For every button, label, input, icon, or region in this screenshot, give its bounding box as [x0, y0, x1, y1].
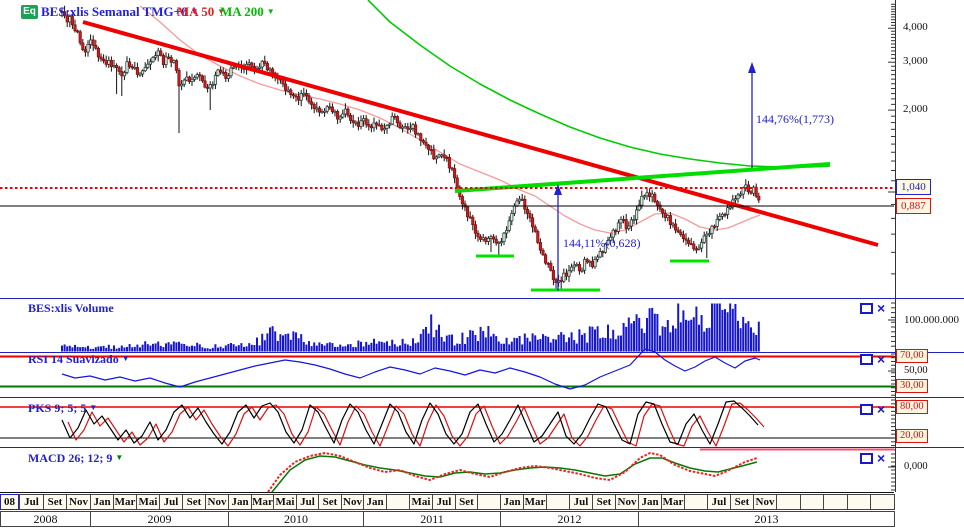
month-cell: Nov	[66, 494, 91, 510]
month-cell: Jan	[90, 494, 114, 510]
year-cell: 2008	[0, 511, 91, 527]
price-tick-3000: 3,000	[903, 55, 928, 67]
month-cell: Mai	[136, 494, 160, 510]
month-cell: Nov	[341, 494, 364, 510]
year-cell: 2010	[228, 511, 364, 527]
month-cell: Jul	[296, 494, 319, 510]
month-cell: Jan	[500, 494, 524, 510]
volume-close-icon[interactable]: ×	[877, 299, 886, 316]
month-cell: Set	[182, 494, 206, 510]
ma200-label: MA 200	[220, 4, 264, 19]
rsi-30-label: 30,00	[896, 379, 928, 393]
ma50-label: MA 50	[177, 4, 215, 19]
rsi-title-label: RSI 14 Suavizado	[28, 352, 119, 366]
month-cell	[847, 494, 871, 510]
month-cell: Jul	[707, 494, 731, 510]
pks-80-label: 80,00	[896, 400, 928, 414]
macd-minimize-button[interactable]	[860, 452, 873, 464]
pks-panel-title[interactable]: PKS 9; 5; 5 ▼	[28, 401, 97, 416]
rsi-close-icon[interactable]: ×	[877, 350, 886, 367]
macd-close-icon[interactable]: ×	[877, 449, 886, 466]
year-cell: 2013	[638, 511, 895, 527]
year-cell: 2009	[90, 511, 229, 527]
rsi-panel-title[interactable]: RSI 14 Suavizado ▼	[28, 352, 130, 367]
volume-minimize-button[interactable]	[860, 302, 873, 314]
month-cell: Set	[730, 494, 754, 510]
month-cell	[386, 494, 410, 510]
ma200-dropdown[interactable]: MA 200 ▼	[220, 4, 275, 20]
month-cell: Nov	[615, 494, 639, 510]
rsi-50-label: 50,00	[904, 365, 928, 376]
month-cell	[800, 494, 824, 510]
month-cell	[546, 494, 570, 510]
month-cell: Jul	[569, 494, 593, 510]
ma50-dropdown[interactable]: MA 50 ▼	[177, 4, 225, 20]
month-cell: Jul	[159, 494, 183, 510]
pks-panel-buttons: ×	[860, 400, 886, 417]
pks-20-label: 20,00	[896, 429, 928, 443]
symbol-timeframe-dropdown[interactable]: BES:xlis Semanal TMG+0 ▼	[41, 4, 199, 20]
chevron-down-icon: ▼	[190, 7, 199, 16]
month-cell: Set	[592, 494, 616, 510]
chevron-down-icon: ▼	[115, 453, 124, 462]
measure-label-2: 144,76%(1,773)	[756, 112, 834, 126]
volume-panel-title: BES:xlis Volume	[28, 301, 114, 315]
month-cell: Mar	[251, 494, 274, 510]
measure-label-1: 144,11%(0,628)	[563, 236, 641, 250]
month-cell	[684, 494, 708, 510]
chevron-down-icon: ▼	[217, 7, 226, 16]
axis-start-box: 08	[0, 494, 19, 510]
macd-panel-title[interactable]: MACD 26; 12; 9 ▼	[28, 451, 123, 466]
pks-minimize-button[interactable]	[860, 403, 873, 415]
alert-price-label: 1,040	[896, 179, 931, 195]
rsi-minimize-button[interactable]	[860, 353, 873, 365]
pks-title-label: PKS 9; 5; 5	[28, 401, 87, 415]
month-cell	[477, 494, 501, 510]
year-cell: 2011	[363, 511, 501, 527]
month-cell: Nov	[753, 494, 777, 510]
month-cell: Set	[455, 494, 478, 510]
month-cell: Mai	[409, 494, 433, 510]
month-cell: Nov	[205, 494, 229, 510]
month-cell	[870, 494, 895, 510]
month-cell	[823, 494, 848, 510]
volume-scale-label: 100.000.000	[904, 314, 959, 326]
price-tick-2000: 2,000	[903, 103, 928, 115]
month-cell: Set	[318, 494, 342, 510]
month-cell: Set	[43, 494, 67, 510]
month-cell: Mar	[113, 494, 137, 510]
rsi-70-label: 70,00	[896, 349, 928, 363]
symbol-label: BES:xlis Semanal TMG+0	[41, 4, 188, 19]
chevron-down-icon: ▼	[266, 7, 275, 16]
month-cell: Jul	[432, 494, 456, 510]
macd-title-label: MACD 26; 12; 9	[28, 451, 113, 465]
last-price-label: 0,887	[896, 198, 931, 214]
macd-panel-buttons: ×	[860, 449, 886, 466]
chevron-down-icon: ▼	[121, 354, 130, 363]
equity-badge: Eq	[21, 5, 38, 19]
macd-0-label: 0,000	[904, 461, 928, 472]
month-cell: Mar	[661, 494, 685, 510]
month-cell: Jan	[363, 494, 387, 510]
month-cell: Mai	[273, 494, 297, 510]
month-cell: Jan	[228, 494, 252, 510]
price-tick-4000: 4,000	[903, 21, 928, 33]
year-cell: 2012	[500, 511, 639, 527]
month-cell: Mar	[523, 494, 547, 510]
month-cell: Jan	[638, 494, 662, 510]
chevron-down-icon: ▼	[89, 403, 98, 412]
pks-close-icon[interactable]: ×	[877, 400, 886, 417]
rsi-panel-buttons: ×	[860, 350, 886, 367]
volume-panel-buttons: ×	[860, 299, 886, 316]
month-cell: Jul	[19, 494, 44, 510]
month-cell	[776, 494, 801, 510]
